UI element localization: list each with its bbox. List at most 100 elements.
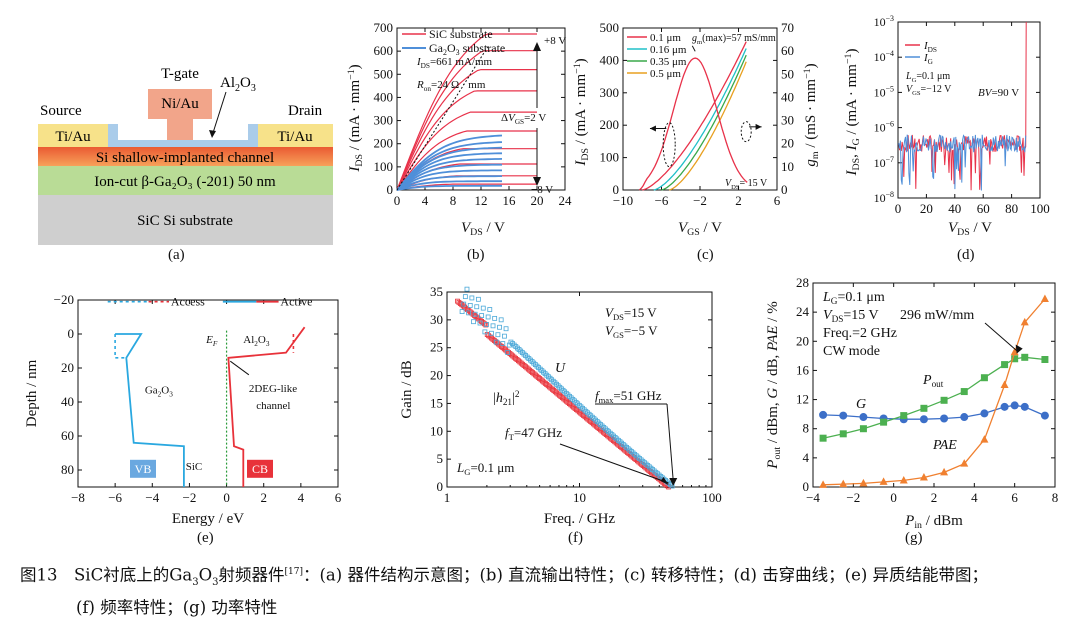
chart-e-x-tick-label: 4 — [298, 490, 305, 505]
annot-lg: LG=0.1 μm — [905, 71, 950, 84]
vb-access-line — [114, 334, 127, 359]
u-marker — [467, 303, 473, 308]
pae-marker — [839, 479, 848, 488]
chart-g-y-tick-label: 24 — [796, 304, 810, 319]
legend-h21-label: |h21|2 — [493, 389, 520, 407]
pae-marker — [1040, 294, 1049, 303]
u-marker — [503, 326, 509, 332]
annot-ft: fT=47 GHz — [505, 425, 562, 442]
chart-c-xlabel: VGS / V — [678, 220, 722, 238]
chart-c-y-tick-label: 100 — [600, 150, 620, 165]
chart-b-xlabel: VDS / V — [461, 220, 505, 238]
gao-output-curve-8 — [396, 180, 502, 191]
annot-lg: LG=0.1 μm — [456, 460, 514, 477]
chart-e-xlabel: Energy / eV — [172, 511, 244, 527]
h21-marker — [483, 322, 489, 328]
u-marker — [475, 296, 481, 302]
chart-b-y-tick-label: 600 — [374, 43, 394, 58]
u-marker — [669, 483, 675, 489]
legend-pout-label: Pout — [922, 373, 944, 389]
chart-c-y-tick-label: 0 — [613, 182, 620, 197]
sublabel-d: (d) — [957, 247, 975, 263]
chart-d-xlabel: VDS / V — [948, 220, 992, 238]
chart-c-y2-tick-label: 60 — [781, 43, 794, 58]
annot-freq: Freq.=2 GHz — [823, 326, 897, 341]
ron-dashed-line — [396, 46, 489, 191]
gain-marker — [980, 409, 989, 418]
chart-e-frame — [77, 299, 339, 488]
ft-arrowhead — [660, 477, 669, 485]
annot-cw: CW mode — [823, 344, 880, 359]
chart-b-x-tick-label: 4 — [422, 193, 429, 208]
chart-e-x-tick-label: −8 — [71, 490, 85, 505]
chart-d-y-tick-label: 10−3 — [874, 14, 894, 29]
cb-active-line — [227, 326, 306, 487]
caption-line-1: 图13 SiC衬底上的Ga3O3射频器件[17]：(a) 器件结构示意图；(b)… — [20, 565, 989, 588]
pout-marker — [940, 396, 948, 404]
legend-sic-label: SiC substrate — [429, 27, 493, 41]
chart-d-x-tick-label: 0 — [895, 201, 902, 216]
u-marker — [479, 313, 485, 318]
panel-e-band-diagram: −8 −6 −4 −2 0 2 4 6 −20 0 20 40 60 80 Access Active EF Al… — [20, 282, 350, 547]
u-marker — [497, 324, 502, 330]
chart-e-y-tick-label: 0 — [68, 326, 75, 341]
annot-ga2o3: Ga2O3 — [145, 385, 173, 399]
sic-output-curve-1 — [396, 50, 537, 191]
gain-marker — [1000, 402, 1009, 411]
panel-a-device-structure: T-gate Ni/Au Al2O3 Source Drain Ti/Au Ti… — [20, 60, 350, 250]
gate-arrowhead-down — [533, 177, 541, 186]
chart-e-y-tick-label: 80 — [61, 462, 74, 477]
legend-g-label: G — [856, 397, 866, 412]
chart-b-x-tick-label: 24 — [559, 193, 573, 208]
pout-marker — [839, 430, 847, 438]
legend-ids-label: IDS — [923, 40, 937, 54]
chart-c-y2-tick-label: 40 — [781, 89, 794, 104]
chart-d: 0 20 40 60 80 10010−810−710−610−510−410−3IDSI… — [843, 14, 1050, 238]
u-marker — [492, 315, 498, 321]
chart-f-y-tick-label: 35 — [430, 284, 443, 299]
chart-f-x-tick-label: 1 — [444, 490, 451, 505]
pae-marker — [1000, 380, 1009, 388]
gain-marker — [1020, 402, 1029, 411]
chart-e-ylabel: Depth / nm — [24, 359, 40, 427]
u-marker — [462, 294, 468, 300]
legend-label-3: 0.5 μm — [650, 68, 681, 80]
tgate-label: T-gate — [161, 66, 199, 82]
gao-output-curve-1 — [396, 141, 503, 191]
gain-marker — [940, 414, 949, 423]
legend-u-label: U — [555, 361, 566, 376]
chart-c-y-tick-label: 500 — [600, 20, 620, 35]
u-marker — [495, 332, 501, 338]
source-label: Source — [40, 103, 82, 119]
pae-marker — [980, 435, 989, 443]
chart-f-y-tick-label: 5 — [437, 451, 444, 466]
u-marker — [461, 301, 467, 307]
sublabel-f: (f) — [568, 530, 583, 546]
u-marker — [482, 329, 488, 335]
chart-b-y-tick-label: 300 — [374, 113, 394, 128]
annot-sic: SiC — [186, 461, 203, 473]
chart-d-y-tick-label: 10−4 — [874, 49, 894, 64]
pout-marker — [1021, 353, 1029, 361]
u-marker — [464, 286, 470, 292]
u-marker — [466, 310, 472, 316]
chart-b-y-tick-label: 200 — [374, 136, 394, 151]
chart-g-x-tick-label: 6 — [1011, 490, 1018, 505]
chart-b: 0 4 8 12 16 20 24 0 100 200 300 400 500 600 700 SiC sub… — [346, 20, 573, 238]
pout-marker — [960, 388, 968, 396]
chart-b-y-tick-label: 400 — [374, 89, 394, 104]
panel-c-transfer-characteristics: −10 −6 −2 2 6 0 100 200 300 400 500 0 10 20 30 40 50 60 70… — [572, 0, 840, 260]
sic-substrate-layer — [38, 195, 333, 245]
annot-minus8v: −8 V — [531, 184, 553, 196]
gao-output-curve-6 — [396, 169, 502, 191]
panel-b-output-characteristics: 0 4 8 12 16 20 24 0 100 200 300 400 500 600 700 SiC sub… — [345, 0, 573, 260]
u-marker — [493, 339, 499, 345]
chart-e-x-tick-label: −6 — [108, 490, 122, 505]
gate-arrowhead-up — [533, 42, 541, 51]
annot-ef: EF — [205, 334, 218, 348]
legend-active-label: Active — [280, 295, 312, 309]
u-marker — [498, 317, 504, 323]
sublabel-g: (g) — [905, 530, 923, 546]
device-cross-section: T-gate Ni/Au Al2O3 Source Drain Ti/Au Ti… — [38, 66, 333, 245]
u-marker — [502, 333, 507, 339]
